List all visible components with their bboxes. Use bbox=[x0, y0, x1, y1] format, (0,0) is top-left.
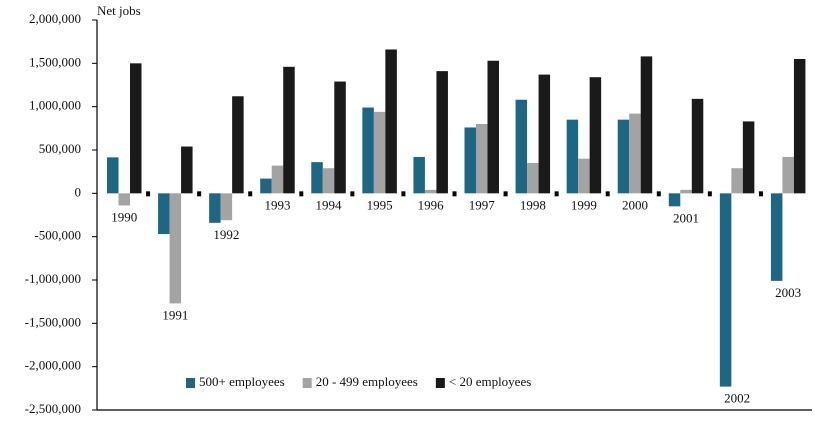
zero-marker bbox=[605, 191, 610, 197]
y-tick-label: -2,500,000 bbox=[25, 401, 81, 416]
bar bbox=[538, 74, 551, 194]
x-tick-label: 1996 bbox=[418, 197, 445, 212]
bar bbox=[362, 107, 374, 194]
bar bbox=[589, 77, 602, 194]
bar bbox=[527, 163, 539, 194]
zero-marker bbox=[656, 191, 661, 197]
x-tick-label: 2003 bbox=[775, 285, 801, 300]
x-tick-label: 1998 bbox=[520, 197, 546, 212]
y-tick-label: -1,000,000 bbox=[25, 271, 81, 286]
x-tick-label: 1999 bbox=[571, 197, 597, 212]
zero-marker bbox=[299, 191, 304, 197]
y-tick-label: -2,000,000 bbox=[25, 358, 81, 373]
bar bbox=[107, 157, 119, 194]
bar bbox=[719, 193, 732, 387]
bar bbox=[629, 113, 641, 194]
bar bbox=[311, 162, 323, 194]
legend-label: 500+ employees bbox=[199, 374, 285, 389]
bar bbox=[130, 63, 142, 194]
y-tick-label: 1,000,000 bbox=[29, 98, 81, 113]
bar bbox=[617, 119, 630, 194]
bar bbox=[385, 49, 397, 194]
bar bbox=[118, 193, 130, 206]
bar bbox=[271, 165, 284, 194]
bar bbox=[680, 189, 692, 194]
x-tick-label: 1990 bbox=[111, 209, 137, 224]
bar bbox=[731, 168, 743, 194]
x-tick-label: 1995 bbox=[367, 197, 393, 212]
y-axis-label: Net jobs bbox=[97, 3, 141, 18]
bar bbox=[158, 193, 170, 235]
zero-marker bbox=[248, 191, 253, 197]
bar bbox=[566, 119, 579, 194]
bar bbox=[220, 193, 233, 221]
legend-swatch bbox=[302, 378, 312, 388]
bar bbox=[209, 193, 221, 223]
legend-swatch bbox=[435, 378, 445, 388]
bar bbox=[668, 193, 681, 207]
x-tick-label: 1992 bbox=[213, 227, 239, 242]
y-tick-label: 1,500,000 bbox=[29, 54, 81, 69]
zero-marker bbox=[452, 191, 457, 197]
x-tick-label: 2002 bbox=[724, 391, 750, 406]
x-tick-label: 1993 bbox=[264, 197, 290, 212]
y-tick-label: 500,000 bbox=[39, 141, 81, 156]
bar bbox=[322, 168, 335, 194]
bar bbox=[464, 127, 476, 194]
bar bbox=[260, 178, 272, 194]
bar bbox=[181, 146, 193, 194]
bar bbox=[283, 66, 295, 194]
bar bbox=[487, 60, 499, 194]
bar bbox=[691, 98, 704, 194]
x-tick-label: 1994 bbox=[316, 197, 343, 212]
zero-marker bbox=[146, 191, 151, 197]
bar bbox=[742, 121, 755, 194]
bar bbox=[334, 81, 346, 194]
zero-marker bbox=[554, 191, 559, 197]
x-tick-label: 1997 bbox=[469, 197, 496, 212]
zero-marker bbox=[350, 191, 355, 197]
zero-marker bbox=[707, 191, 712, 197]
y-tick-label: 2,000,000 bbox=[29, 11, 81, 26]
legend-label: 20 - 499 employees bbox=[316, 374, 418, 389]
zero-marker bbox=[401, 191, 406, 197]
bar bbox=[436, 71, 448, 194]
zero-marker bbox=[503, 191, 508, 197]
zero-marker bbox=[758, 191, 763, 197]
x-tick-label: 2000 bbox=[622, 197, 648, 212]
bar bbox=[640, 56, 653, 194]
zero-marker bbox=[197, 191, 202, 197]
bar bbox=[424, 189, 437, 194]
x-tick-label: 2001 bbox=[673, 210, 699, 225]
legend-swatch bbox=[186, 378, 195, 388]
bar bbox=[169, 193, 182, 304]
bar bbox=[232, 96, 244, 194]
bar bbox=[770, 193, 783, 281]
y-tick-label: -500,000 bbox=[34, 228, 81, 243]
bar bbox=[515, 99, 528, 194]
bar bbox=[782, 156, 794, 194]
y-tick-label: 0 bbox=[75, 184, 82, 199]
bar bbox=[476, 124, 488, 194]
x-tick-label: 1991 bbox=[162, 307, 188, 322]
legend-label: < 20 employees bbox=[449, 374, 531, 389]
bar bbox=[578, 158, 590, 194]
bar bbox=[413, 156, 425, 194]
bar bbox=[793, 59, 806, 194]
bar bbox=[373, 111, 386, 194]
y-tick-label: -1,500,000 bbox=[25, 314, 81, 329]
